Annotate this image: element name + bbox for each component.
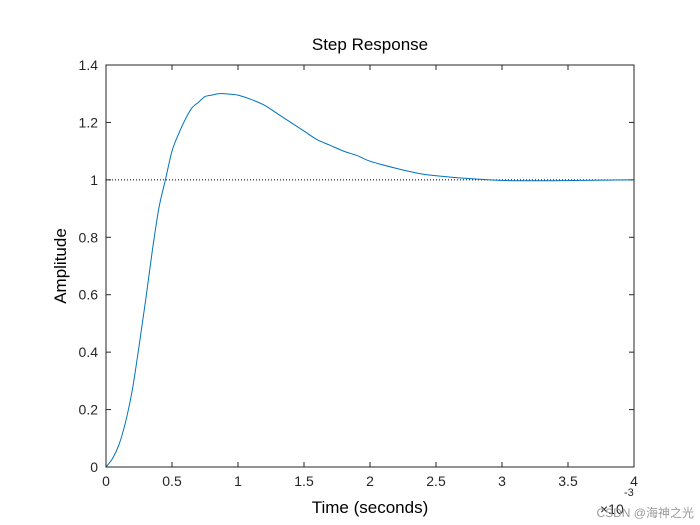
x-tick-label: 2.5 (426, 473, 446, 489)
plot-area (106, 65, 634, 467)
x-exponent-power: -3 (624, 487, 634, 499)
watermark: CSDN @海神之光 (596, 505, 694, 520)
step-response-line (105, 93, 635, 468)
x-axis-title: Time (seconds) (312, 498, 429, 517)
x-tick-label: 1.5 (294, 473, 314, 489)
x-tick-label: 0 (102, 473, 110, 489)
y-tick-label: 0.8 (79, 229, 99, 245)
y-axis-title: Amplitude (51, 228, 70, 304)
chart-title: Step Response (312, 35, 428, 54)
y-tick-label: 1.2 (79, 114, 99, 130)
x-tick-label: 2 (366, 473, 374, 489)
y-tick-labels: 0 0.2 0.4 0.6 0.8 1 1.2 1.4 (79, 57, 99, 475)
y-tick-label: 0.6 (79, 287, 99, 303)
x-tick-label: 3.5 (558, 473, 578, 489)
y-tick-label: 0.2 (79, 402, 99, 418)
x-tick-labels: 0 0.5 1 1.5 2 2.5 3 3.5 4 (102, 473, 638, 489)
x-tick-label: 0.5 (162, 473, 182, 489)
y-tick-label: 0 (90, 459, 98, 475)
series-group (105, 93, 635, 468)
x-tick-label: 3 (498, 473, 506, 489)
y-tick-label: 1 (90, 172, 98, 188)
x-tick-label: 1 (234, 473, 242, 489)
plot-border (105, 64, 635, 468)
y-tick-label: 1.4 (79, 57, 99, 73)
x-exponent-base: ×10 (600, 501, 624, 517)
x-tick-label: 4 (630, 473, 638, 489)
y-tick-label: 0.4 (79, 344, 99, 360)
